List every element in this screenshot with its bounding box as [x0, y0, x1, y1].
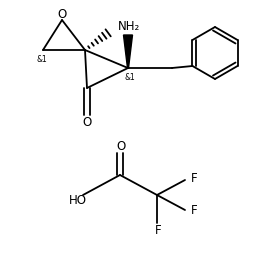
Text: &1: &1 [125, 73, 135, 83]
Text: F: F [155, 225, 161, 237]
Text: &1: &1 [37, 54, 47, 63]
Text: O: O [82, 115, 92, 129]
Text: F: F [191, 205, 198, 218]
Text: F: F [191, 173, 198, 185]
Text: NH₂: NH₂ [118, 21, 140, 33]
Text: HO: HO [69, 194, 87, 206]
Text: O: O [57, 8, 67, 22]
Text: O: O [116, 140, 126, 154]
Polygon shape [124, 35, 133, 68]
